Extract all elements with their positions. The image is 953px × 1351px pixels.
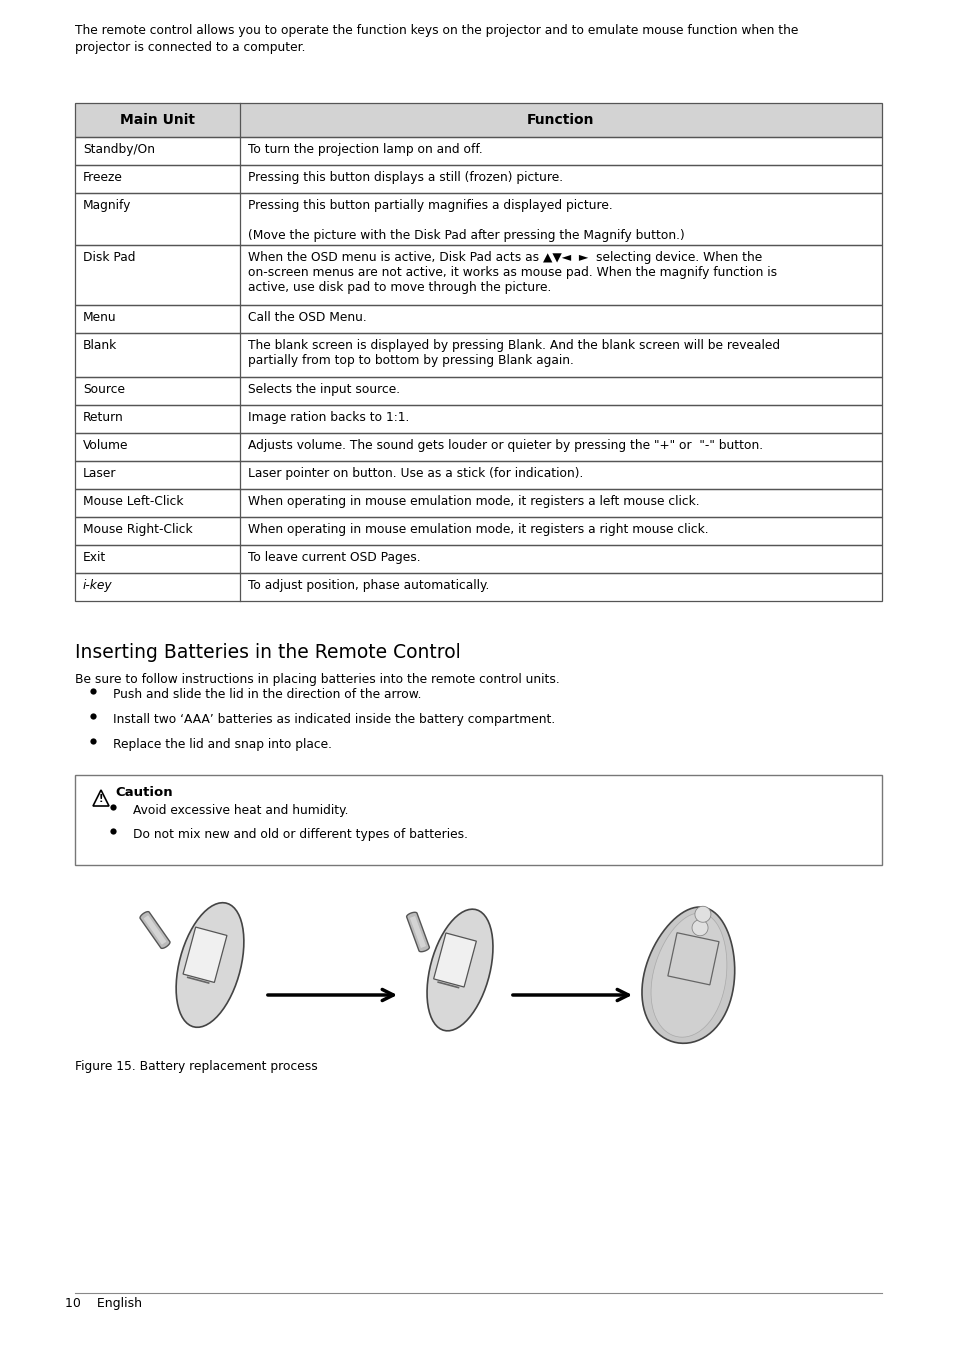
Polygon shape — [406, 912, 429, 951]
Bar — [75, 434, 882, 461]
Text: Blank: Blank — [83, 339, 117, 353]
Text: When the OSD menu is active, Disk Pad acts as ▲▼◄  ►  selecting device. When the: When the OSD menu is active, Disk Pad ac… — [248, 251, 777, 295]
Polygon shape — [667, 932, 719, 985]
Bar — [75, 136, 882, 165]
Bar — [75, 489, 882, 517]
Bar — [75, 544, 882, 573]
Text: Selects the input source.: Selects the input source. — [248, 382, 399, 396]
Text: Laser: Laser — [83, 467, 116, 480]
Text: 10    English: 10 English — [65, 1297, 142, 1310]
Text: Magnify: Magnify — [83, 199, 132, 212]
Text: Freeze: Freeze — [83, 172, 123, 184]
Bar — [75, 573, 882, 601]
Text: Inserting Batteries in the Remote Control: Inserting Batteries in the Remote Contro… — [75, 643, 460, 662]
Text: Image ration backs to 1:1.: Image ration backs to 1:1. — [248, 411, 409, 424]
Text: Adjusts volume. The sound gets louder or quieter by pressing the "+" or  "-" but: Adjusts volume. The sound gets louder or… — [248, 439, 762, 453]
Text: Menu: Menu — [83, 311, 116, 324]
Text: The remote control allows you to operate the function keys on the projector and : The remote control allows you to operate… — [75, 24, 798, 36]
Text: When operating in mouse emulation mode, it registers a left mouse click.: When operating in mouse emulation mode, … — [248, 494, 699, 508]
Text: The blank screen is displayed by pressing Blank. And the blank screen will be re: The blank screen is displayed by pressin… — [248, 339, 780, 367]
Polygon shape — [92, 790, 109, 807]
Polygon shape — [183, 927, 227, 982]
Bar — [75, 165, 882, 193]
Bar — [75, 461, 882, 489]
Polygon shape — [140, 912, 170, 948]
Bar — [75, 775, 882, 865]
Text: i-key: i-key — [83, 580, 112, 592]
Bar — [75, 193, 882, 245]
Text: Avoid excessive heat and humidity.: Avoid excessive heat and humidity. — [132, 804, 348, 817]
Bar — [75, 103, 882, 136]
Text: Disk Pad: Disk Pad — [83, 251, 135, 263]
Text: !: ! — [99, 794, 103, 804]
Text: Push and slide the lid in the direction of the arrow.: Push and slide the lid in the direction … — [112, 688, 421, 701]
Text: To turn the projection lamp on and off.: To turn the projection lamp on and off. — [248, 143, 482, 155]
Text: Source: Source — [83, 382, 125, 396]
Text: Be sure to follow instructions in placing batteries into the remote control unit: Be sure to follow instructions in placin… — [75, 673, 559, 686]
Text: Caution: Caution — [115, 786, 172, 798]
Polygon shape — [650, 913, 726, 1038]
Text: To adjust position, phase automatically.: To adjust position, phase automatically. — [248, 580, 489, 592]
Text: Function: Function — [527, 113, 594, 127]
Text: Standby/On: Standby/On — [83, 143, 154, 155]
Text: Replace the lid and snap into place.: Replace the lid and snap into place. — [112, 738, 332, 751]
Polygon shape — [410, 916, 426, 948]
Text: Pressing this button partially magnifies a displayed picture.

(Move the picture: Pressing this button partially magnifies… — [248, 199, 684, 242]
Bar — [75, 245, 882, 305]
Polygon shape — [427, 909, 493, 1031]
Bar — [75, 305, 882, 332]
Text: Do not mix new and old or different types of batteries.: Do not mix new and old or different type… — [132, 828, 468, 842]
Text: Exit: Exit — [83, 551, 106, 563]
Text: Return: Return — [83, 411, 124, 424]
Text: When operating in mouse emulation mode, it registers a right mouse click.: When operating in mouse emulation mode, … — [248, 523, 708, 536]
Polygon shape — [691, 920, 707, 936]
Polygon shape — [694, 907, 710, 923]
Text: Main Unit: Main Unit — [120, 113, 194, 127]
Text: To leave current OSD Pages.: To leave current OSD Pages. — [248, 551, 420, 563]
Bar — [75, 332, 882, 377]
Text: Figure 15. Battery replacement process: Figure 15. Battery replacement process — [75, 1061, 317, 1073]
Text: projector is connected to a computer.: projector is connected to a computer. — [75, 41, 305, 54]
Text: Install two ‘AAA’ batteries as indicated inside the battery compartment.: Install two ‘AAA’ batteries as indicated… — [112, 713, 555, 725]
Text: Call the OSD Menu.: Call the OSD Menu. — [248, 311, 366, 324]
Text: Volume: Volume — [83, 439, 129, 453]
Text: Mouse Left-Click: Mouse Left-Click — [83, 494, 183, 508]
Text: Mouse Right-Click: Mouse Right-Click — [83, 523, 193, 536]
Text: Pressing this button displays a still (frozen) picture.: Pressing this button displays a still (f… — [248, 172, 562, 184]
Polygon shape — [641, 907, 734, 1043]
Text: Laser pointer on button. Use as a stick (for indication).: Laser pointer on button. Use as a stick … — [248, 467, 583, 480]
Bar — [75, 405, 882, 434]
Bar — [75, 377, 882, 405]
Polygon shape — [143, 916, 166, 944]
Polygon shape — [176, 902, 244, 1027]
Bar — [75, 517, 882, 544]
Bar — [75, 103, 882, 136]
Polygon shape — [434, 934, 476, 988]
